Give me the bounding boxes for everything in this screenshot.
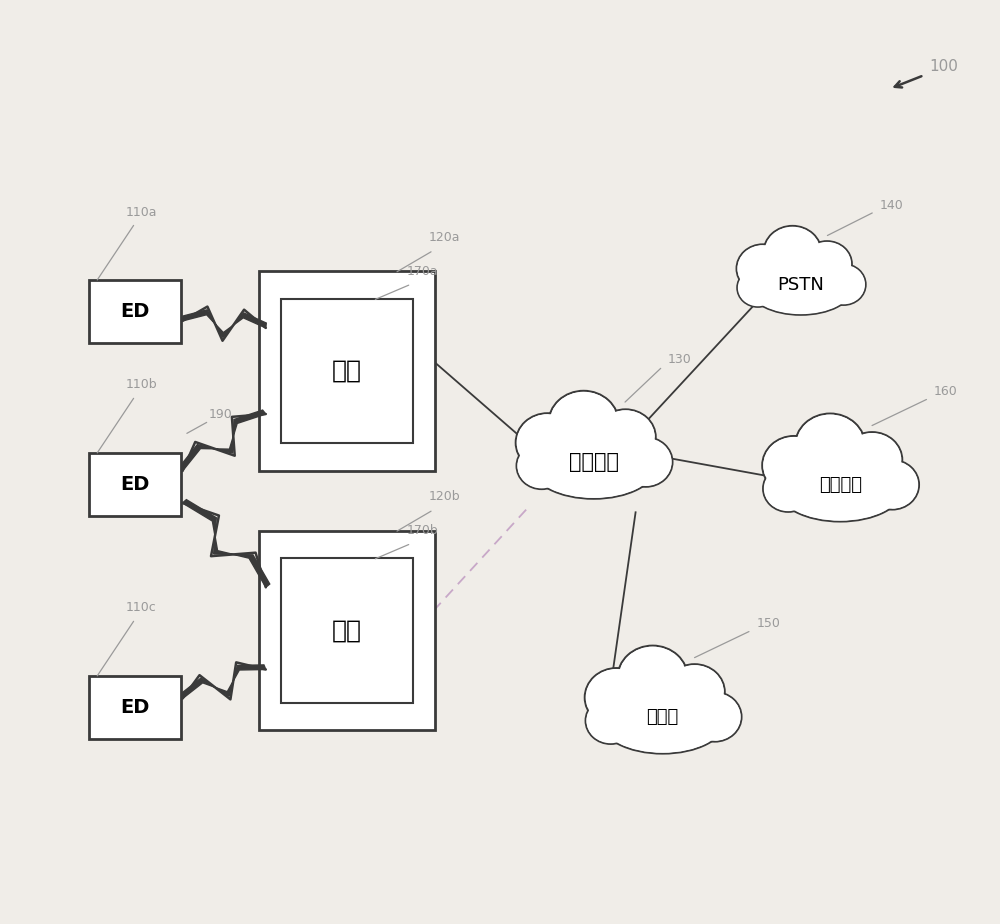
- Text: 110c: 110c: [125, 602, 156, 614]
- Circle shape: [586, 698, 636, 744]
- Circle shape: [617, 646, 688, 711]
- Circle shape: [737, 269, 779, 307]
- Text: 120b: 120b: [429, 491, 460, 504]
- Circle shape: [763, 437, 825, 494]
- Text: 基站: 基站: [332, 359, 362, 383]
- Text: 190: 190: [209, 408, 233, 421]
- Ellipse shape: [601, 688, 725, 753]
- Ellipse shape: [600, 687, 726, 754]
- Circle shape: [517, 414, 578, 471]
- Circle shape: [664, 664, 725, 720]
- Circle shape: [796, 415, 864, 478]
- Polygon shape: [182, 500, 270, 588]
- Circle shape: [549, 392, 618, 455]
- Circle shape: [689, 693, 741, 741]
- Ellipse shape: [532, 433, 656, 498]
- Text: 170a: 170a: [406, 264, 438, 278]
- Circle shape: [585, 668, 648, 727]
- Circle shape: [865, 460, 919, 509]
- Ellipse shape: [749, 261, 853, 315]
- Text: ED: ED: [120, 475, 150, 494]
- FancyBboxPatch shape: [89, 280, 181, 343]
- Ellipse shape: [777, 456, 903, 521]
- Text: 其他网络: 其他网络: [819, 476, 862, 493]
- Circle shape: [795, 414, 865, 479]
- Circle shape: [866, 461, 918, 509]
- Circle shape: [802, 241, 852, 287]
- Text: 核心网络: 核心网络: [569, 452, 619, 472]
- Circle shape: [665, 665, 724, 719]
- Circle shape: [803, 242, 851, 286]
- Circle shape: [619, 437, 672, 487]
- FancyBboxPatch shape: [89, 676, 181, 739]
- Text: 基站: 基站: [332, 618, 362, 642]
- Circle shape: [764, 466, 813, 511]
- Circle shape: [517, 443, 567, 489]
- Circle shape: [586, 699, 635, 743]
- Text: 100: 100: [929, 58, 958, 74]
- Ellipse shape: [531, 433, 657, 499]
- Circle shape: [762, 436, 826, 495]
- FancyBboxPatch shape: [89, 454, 181, 517]
- Polygon shape: [179, 410, 266, 471]
- Text: PSTN: PSTN: [777, 275, 824, 294]
- Circle shape: [843, 433, 901, 487]
- Circle shape: [596, 410, 655, 464]
- Circle shape: [764, 226, 821, 279]
- Circle shape: [586, 669, 648, 726]
- Text: 130: 130: [668, 354, 691, 367]
- Circle shape: [737, 244, 789, 293]
- Text: 140: 140: [880, 199, 903, 212]
- FancyBboxPatch shape: [259, 272, 435, 470]
- Circle shape: [595, 409, 656, 465]
- Polygon shape: [181, 665, 266, 699]
- Text: 160: 160: [934, 385, 958, 398]
- Circle shape: [842, 432, 902, 488]
- Circle shape: [516, 413, 579, 472]
- FancyBboxPatch shape: [281, 298, 413, 444]
- Circle shape: [620, 438, 672, 486]
- Circle shape: [822, 265, 865, 304]
- Circle shape: [738, 269, 778, 306]
- Circle shape: [821, 264, 866, 305]
- Circle shape: [548, 391, 619, 456]
- Text: 110a: 110a: [125, 205, 157, 219]
- Text: 互联网: 互联网: [647, 708, 679, 726]
- Text: 110b: 110b: [125, 379, 157, 392]
- FancyBboxPatch shape: [259, 530, 435, 730]
- Circle shape: [619, 647, 687, 710]
- Ellipse shape: [778, 456, 902, 521]
- Circle shape: [763, 225, 821, 279]
- Circle shape: [517, 444, 566, 489]
- Text: 170b: 170b: [406, 524, 438, 537]
- Text: 120a: 120a: [429, 231, 460, 244]
- Ellipse shape: [750, 261, 852, 314]
- Text: ED: ED: [120, 302, 150, 322]
- Polygon shape: [182, 310, 266, 337]
- Circle shape: [737, 245, 788, 292]
- Circle shape: [688, 692, 741, 742]
- FancyBboxPatch shape: [281, 558, 413, 703]
- Text: 150: 150: [756, 617, 780, 630]
- Circle shape: [763, 466, 813, 512]
- Text: ED: ED: [120, 699, 150, 717]
